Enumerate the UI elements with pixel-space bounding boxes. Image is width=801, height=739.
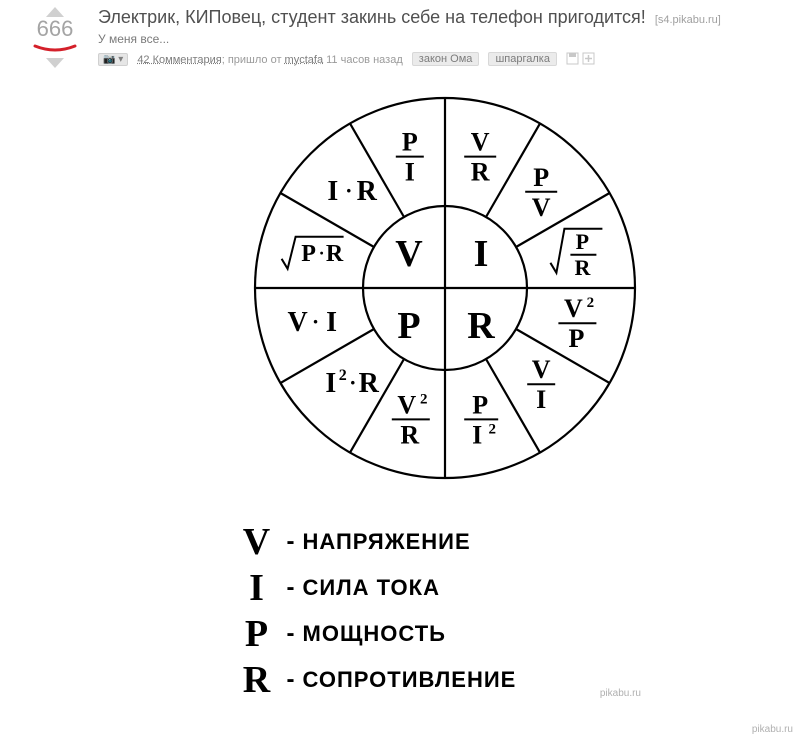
diagram-wrapper: V I P R P I [105, 78, 785, 702]
ohms-law-wheel: V I P R P I [235, 78, 655, 498]
svg-text:R: R [574, 254, 591, 279]
legend-sym: I [235, 566, 279, 610]
legend-word: МОЩНОСТЬ [303, 621, 446, 647]
legend-word: СИЛА ТОКА [303, 575, 440, 601]
camera-badge-icon[interactable]: 📷 ▾ [98, 53, 128, 66]
svg-text:·: · [349, 370, 356, 395]
svg-text:I: I [404, 157, 414, 186]
save-icon[interactable] [566, 52, 579, 65]
svg-text:·: · [345, 177, 352, 202]
center-I: I [473, 233, 488, 275]
svg-text:V: V [287, 307, 307, 338]
svg-text:V: V [470, 127, 489, 156]
post-body: Электрик, КИПовец, студент закинь себе н… [98, 6, 791, 702]
svg-text:2: 2 [420, 391, 428, 407]
svg-text:I: I [536, 385, 546, 414]
add-icon[interactable] [582, 52, 595, 65]
post-score: 666 [20, 18, 90, 40]
svg-text:V: V [397, 390, 416, 419]
svg-text:P: P [401, 127, 417, 156]
watermark-outer: pikabu.ru [752, 724, 793, 735]
center-P: P [397, 305, 420, 347]
red-underline-icon [33, 44, 77, 54]
formula-V-I: V · I [287, 307, 337, 338]
comments-link[interactable]: 42 Комментария [137, 53, 221, 65]
svg-text:2: 2 [338, 367, 346, 384]
post-subtitle: У меня все... [98, 32, 791, 46]
svg-text:·: · [318, 242, 324, 262]
svg-text:I: I [326, 307, 337, 338]
legend-dash: - [287, 574, 295, 602]
svg-text:P: P [301, 240, 316, 266]
title-line: Электрик, КИПовец, студент закинь себе н… [98, 6, 791, 29]
svg-text:P: P [472, 390, 488, 419]
legend-row-I: I - СИЛА ТОКА [235, 566, 785, 610]
meta-between: ; пришло от [222, 53, 285, 65]
svg-text:R: R [400, 420, 419, 449]
svg-text:P: P [568, 324, 584, 353]
legend-dash: - [287, 666, 295, 694]
svg-text:R: R [325, 240, 343, 266]
svg-text:V: V [531, 355, 550, 384]
tag-ohms-law[interactable]: закон Ома [412, 52, 480, 66]
legend-row-R: R - СОПРОТИВЛЕНИЕ [235, 658, 785, 702]
legend-word: СОПРОТИВЛЕНИЕ [303, 667, 517, 693]
svg-text:R: R [356, 175, 377, 206]
center-R: R [467, 305, 495, 347]
author-link[interactable]: myctafa [285, 53, 324, 65]
downvote-icon[interactable] [45, 57, 65, 69]
save-icons [566, 52, 595, 68]
svg-text:R: R [358, 368, 379, 399]
watermark-inner: pikabu.ru [600, 688, 641, 699]
legend-dash: - [287, 528, 295, 556]
legend-sym: R [235, 658, 279, 702]
svg-text:2: 2 [488, 421, 496, 437]
center-V: V [395, 233, 423, 275]
legend-word: НАПРЯЖЕНИЕ [303, 529, 471, 555]
meta-after: 11 часов назад [323, 53, 403, 65]
svg-text:V: V [531, 192, 550, 221]
svg-text:R: R [470, 157, 489, 186]
legend-dash: - [287, 620, 295, 648]
vote-column: 666 [20, 6, 90, 69]
svg-text:2: 2 [586, 295, 594, 311]
svg-text:P: P [533, 162, 549, 191]
svg-text:V: V [564, 294, 583, 323]
legend-row-V: V - НАПРЯЖЕНИЕ [235, 520, 785, 564]
post-title-link[interactable]: Электрик, КИПовец, студент закинь себе н… [98, 7, 646, 27]
legend-row-P: P - МОЩНОСТЬ [235, 612, 785, 656]
svg-text:I: I [327, 175, 338, 206]
post-content: V I P R P I [98, 78, 791, 702]
formula-I2-R: I 2 · R [325, 367, 379, 399]
svg-text:·: · [311, 309, 318, 334]
svg-text:I: I [325, 368, 336, 399]
tag-cheatsheet[interactable]: шпаргалка [488, 52, 557, 66]
legend: V - НАПРЯЖЕНИЕ I - СИЛА ТОКА P - МОЩНОСТ… [235, 520, 785, 702]
svg-text:I: I [472, 420, 482, 449]
post-wrapper: 666 Электрик, КИПовец, студент закинь се… [20, 6, 791, 704]
legend-sym: P [235, 612, 279, 656]
legend-sym: V [235, 520, 279, 564]
svg-text:P: P [575, 228, 588, 253]
meta-line: 📷 ▾ 42 Комментария; пришло от myctafa 11… [98, 52, 791, 68]
source-domain[interactable]: [s4.pikabu.ru] [655, 14, 721, 26]
